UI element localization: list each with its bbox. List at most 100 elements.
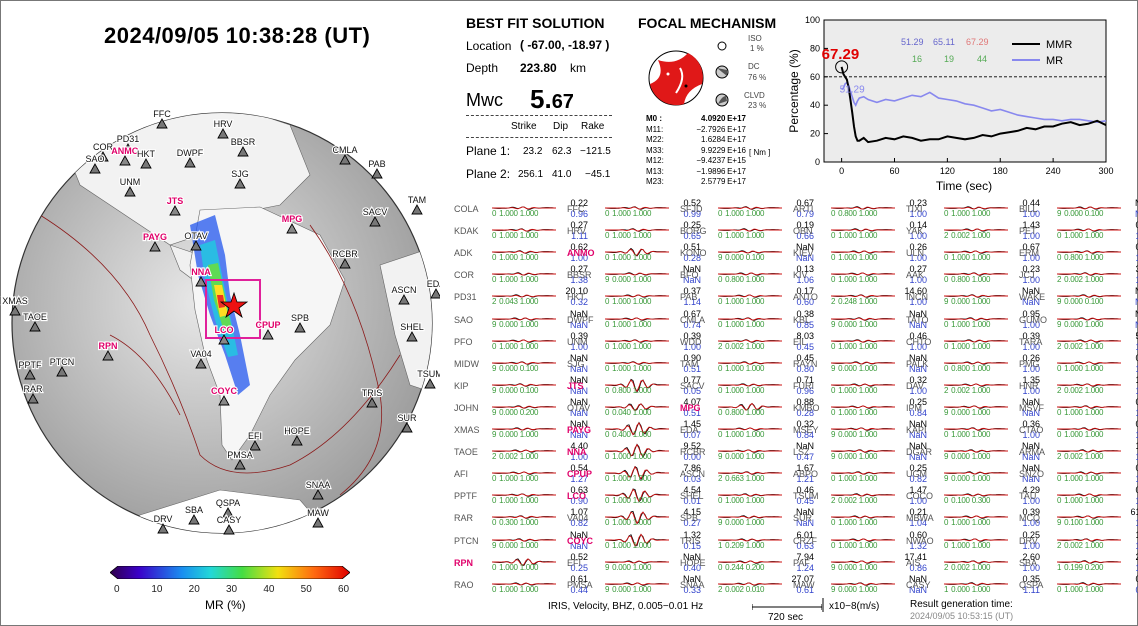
station-triangle-icon — [9, 305, 21, 316]
amplitude-ratio: 0.45 — [796, 352, 814, 363]
station-name: SNZO — [1019, 469, 1045, 480]
quality-v2: 1.000 — [858, 496, 878, 506]
station-name: COCO — [906, 491, 933, 502]
synthetic-waveform — [605, 317, 669, 320]
waveform-trace — [605, 360, 669, 365]
amplitude-ratio: 1.47 — [909, 485, 927, 496]
quality-values: 9 0.000 1.000 — [831, 585, 879, 594]
amplitude-ratio: NaN — [908, 352, 927, 363]
waveform-trace — [492, 515, 556, 520]
x-tick-label: 60 — [889, 166, 899, 176]
quality-values: 2 0.002 1.000 — [1057, 541, 1105, 550]
quality-v1: 1.000 — [838, 518, 857, 528]
synthetic-waveform — [718, 383, 782, 387]
amplitude-ratio: 1.45 — [683, 419, 701, 429]
amplitude-ratio: NaN — [1021, 396, 1040, 407]
focal-title: FOCAL MECHANISM — [638, 15, 777, 31]
synthetic-waveform — [944, 493, 1008, 497]
station-triangle-icon — [294, 322, 306, 333]
synthetic-waveform — [605, 488, 669, 503]
amplitude-ratio: NaN — [908, 308, 927, 319]
amplitude-ratio: 0.77 — [683, 374, 701, 385]
station-name: MPG — [680, 402, 701, 413]
amplitude-ratio: NaN — [1135, 286, 1138, 296]
waveform-trace — [831, 493, 895, 497]
amplitude-ratio: 0.63 — [570, 485, 588, 496]
station-cell: PMSA NaN 9 0.000 1.000 0.33 — [563, 574, 703, 595]
station-cell: FFC 0.52 0 1.000 1.000 0.99 — [563, 198, 703, 219]
amplitude-ratio: 0.35 — [1022, 573, 1040, 584]
quality-v1: 0.000 — [499, 540, 518, 550]
quality-values: 9 0.000 0.100 — [718, 253, 766, 262]
quality-s: 2 — [944, 385, 949, 395]
quality-s: 2 — [944, 562, 949, 572]
station-triangle-icon — [149, 241, 161, 252]
station-label: JTS — [167, 196, 184, 206]
quality-v2: 1.000 — [858, 341, 878, 351]
variance-value: 1.00 — [1022, 562, 1040, 573]
tensor-key: M13: — [646, 166, 664, 176]
variance-value: 0.58 — [1135, 584, 1138, 595]
colorbar-tick: 60 — [338, 584, 350, 595]
tensor-key: M11: — [646, 124, 664, 134]
quality-s: 9 — [492, 319, 497, 329]
station-name: AFI — [454, 469, 469, 480]
station-cell: DAV 1.35 2 0.002 1.000 1.00 — [902, 375, 1042, 396]
station-name: PPTF — [454, 491, 478, 502]
mw-value: 5.67 — [530, 84, 574, 114]
station-cell: JOHN NaN 9 0.000 0.200 NaN — [450, 397, 590, 418]
station-name: LSZ — [793, 447, 810, 458]
variance-value: NaN — [569, 407, 588, 418]
quality-s: 0 — [831, 275, 836, 285]
amplitude-ratio: NaN — [908, 573, 927, 584]
station-name: RCBR — [680, 447, 706, 458]
synthetic-waveform — [831, 206, 895, 210]
synthetic-waveform — [944, 250, 1008, 254]
synthetic-waveform — [1057, 317, 1121, 320]
synthetic-waveform — [944, 538, 1008, 541]
quality-values: 1 0.199 0.200 — [1057, 563, 1105, 572]
quality-values: 0 1.000 1.000 — [605, 209, 653, 218]
quality-values: 0 1.000 1.000 — [1057, 496, 1105, 505]
generation-label: Result generation time: — [910, 599, 1013, 610]
quality-v1: 1.000 — [1064, 430, 1083, 439]
variance-value: 0.96 — [796, 385, 814, 396]
quality-values: 0 1.000 1.000 — [1057, 364, 1105, 373]
tensor-value: 1.6284 E+17 — [701, 135, 746, 144]
quality-v1: 1.000 — [612, 319, 631, 329]
quality-values: 9 0.000 1.000 — [831, 364, 879, 373]
synthetic-waveform — [831, 471, 895, 475]
amplitude-ratio: 0.17 — [796, 286, 814, 297]
amplitude-ratio: 20.10 — [565, 286, 588, 297]
station-name: MSEY — [793, 425, 819, 435]
quality-v2: 1.000 — [858, 540, 878, 550]
variance-value: 1.00 — [909, 297, 927, 308]
synthetic-waveform — [831, 339, 895, 343]
quality-s: 0 — [1057, 407, 1062, 417]
station-label: VA04 — [190, 349, 211, 359]
station-name: RPN — [454, 557, 474, 568]
amplitude-ratio: 0.48 — [1135, 463, 1138, 474]
amplitude-ratio: 4.15 — [683, 507, 701, 518]
quality-v1: 1.000 — [951, 341, 970, 351]
quality-s: 9 — [831, 430, 836, 439]
quality-v1: 0.002 — [725, 341, 744, 351]
waveform-trace — [831, 405, 895, 409]
station-cell: BFO 0.13 0 0.800 1.000 1.06 — [676, 264, 816, 285]
filter-info: IRIS, Velocity, BHZ, 0.005−0.01 Hz — [548, 601, 704, 612]
quality-values: 9 0.000 1.000 — [718, 518, 766, 527]
station-name: SJG — [567, 358, 585, 369]
quality-values: 0 0.800 1.000 — [944, 364, 992, 373]
tensor-value: 2.5779 E+17 — [701, 177, 746, 186]
amplitude-ratio: 0.25 — [909, 396, 927, 407]
synthetic-waveform — [605, 422, 669, 436]
variance-value: 1.00 — [1135, 231, 1138, 242]
clvd-ball-icon — [715, 93, 729, 107]
quality-v1: 0.248 — [838, 297, 857, 307]
quality-v2: 1.000 — [858, 253, 878, 263]
station-name: DRV — [1019, 535, 1038, 546]
synthetic-waveform — [1057, 339, 1121, 343]
colorbar-tick: 0 — [114, 584, 120, 595]
waveform-trace — [718, 294, 782, 299]
